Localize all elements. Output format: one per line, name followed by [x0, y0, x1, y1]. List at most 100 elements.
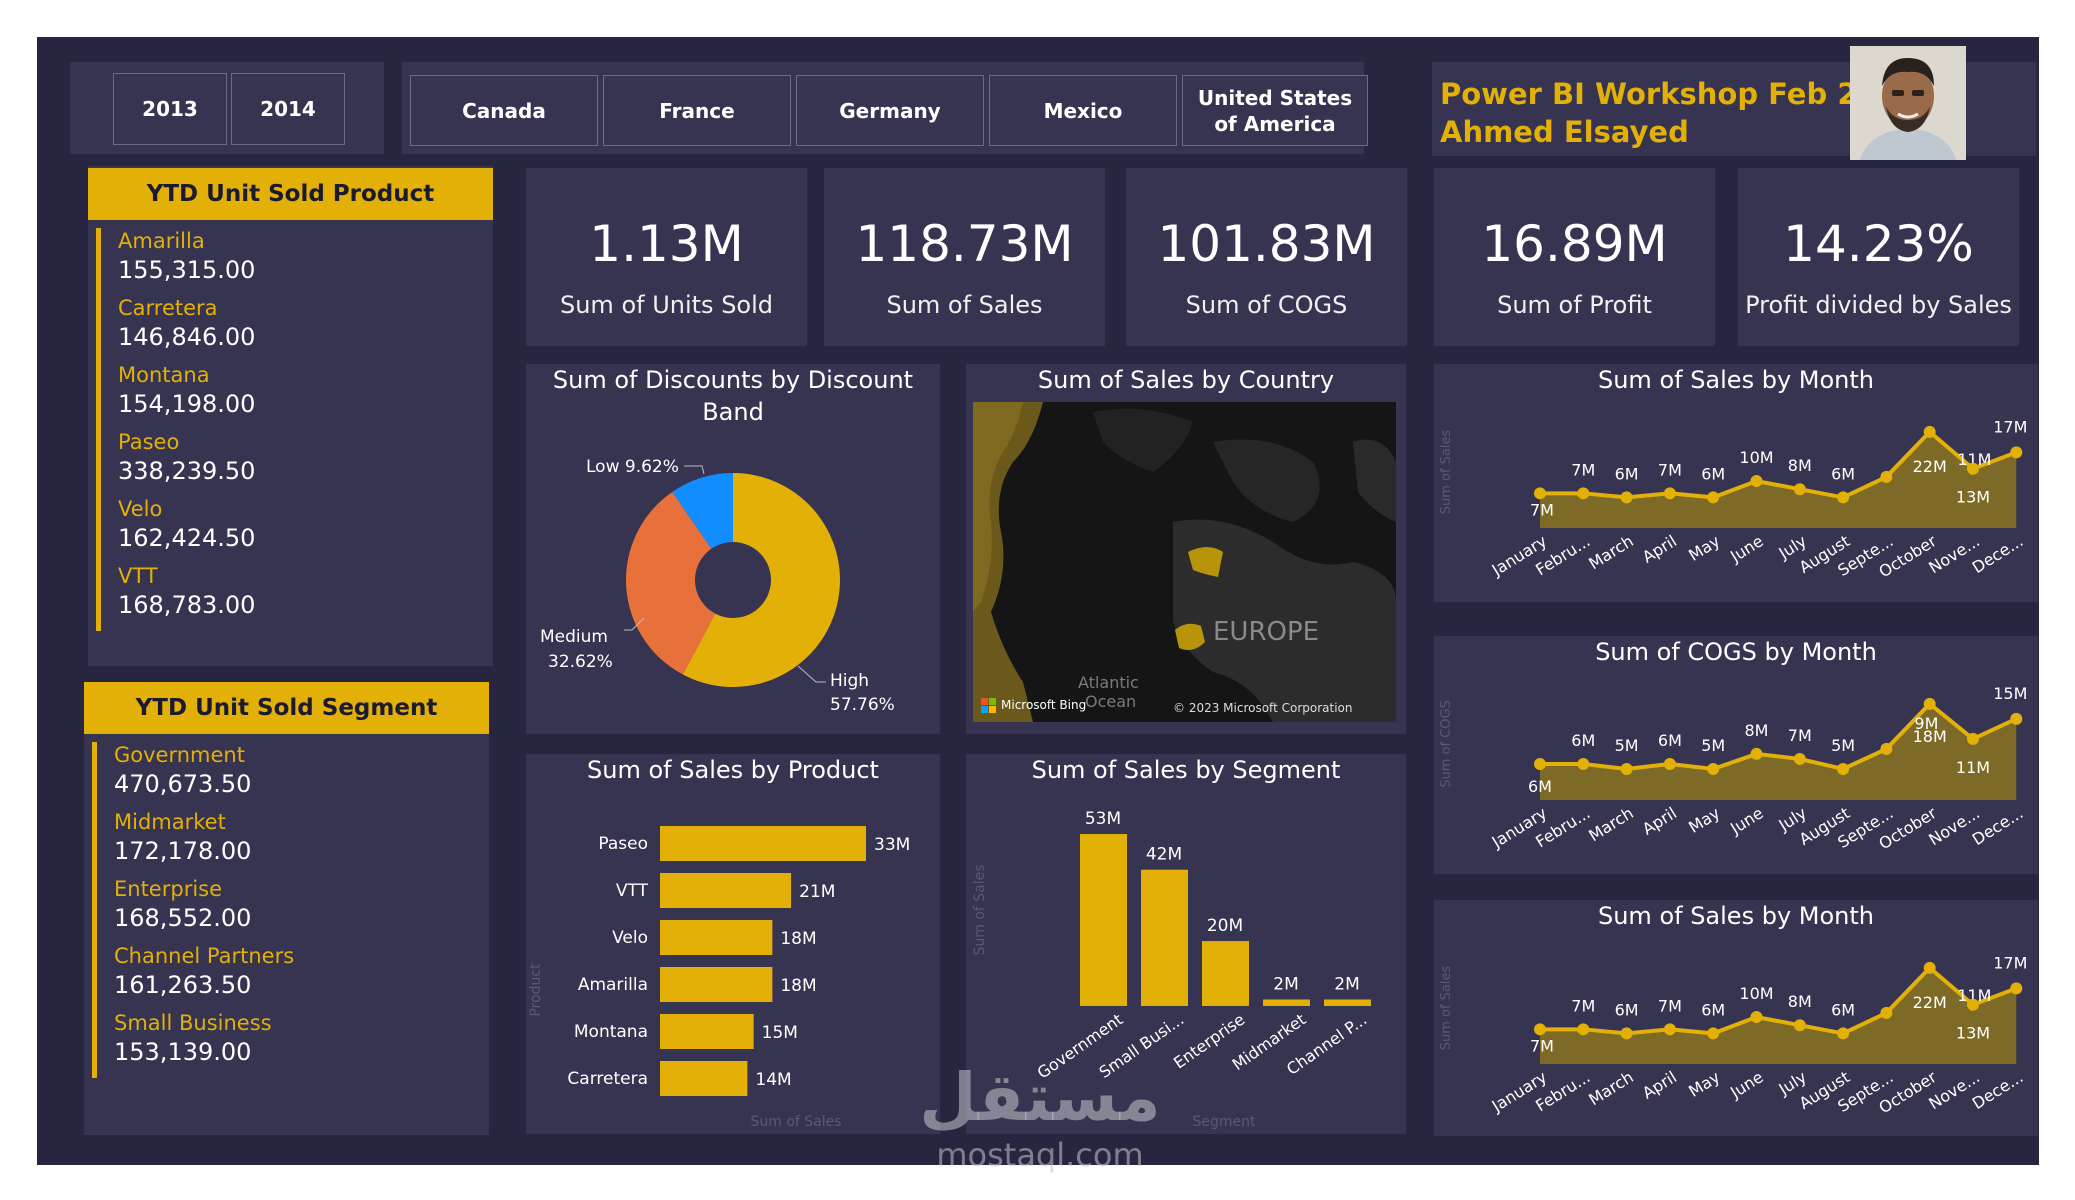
- month-point[interactable]: [1577, 1023, 1590, 1036]
- product-category-label: VTT: [616, 881, 649, 901]
- product-item-value: 168,783.00: [118, 591, 256, 619]
- month-point[interactable]: [2010, 982, 2023, 995]
- month-point[interactable]: [1663, 757, 1676, 770]
- month-point[interactable]: [1880, 742, 1893, 755]
- month-point[interactable]: [1707, 1027, 1720, 1040]
- segment-item-value: 161,263.50: [114, 971, 252, 999]
- month-data-label: 11M: [1957, 986, 1991, 1005]
- product-category-label: Paseo: [598, 834, 648, 854]
- month-point[interactable]: [1793, 752, 1806, 765]
- segment-bar[interactable]: [1263, 999, 1310, 1006]
- month-point[interactable]: [1577, 757, 1590, 770]
- month-point[interactable]: [1967, 732, 1979, 745]
- donut-slice-high[interactable]: [682, 473, 840, 687]
- month-point[interactable]: [1620, 762, 1633, 775]
- donut-value-high: 57.76%: [830, 695, 895, 715]
- month-category-label: June: [1726, 803, 1766, 838]
- month-point[interactable]: [1967, 462, 1979, 475]
- country-usa-button[interactable]: United States of America: [1182, 75, 1368, 146]
- month-point[interactable]: [1534, 487, 1546, 500]
- segment-bar[interactable]: [1080, 834, 1127, 1006]
- segment-item-name: Government: [114, 743, 245, 767]
- product-item-value: 338,239.50: [118, 457, 256, 485]
- month-point[interactable]: [1750, 1011, 1763, 1024]
- month-point[interactable]: [1923, 697, 1936, 710]
- kpi-profit-margin: 14.23% Profit divided by Sales: [1738, 168, 2019, 346]
- author-name: Ahmed Elsayed: [1440, 115, 1689, 149]
- product-list-title: YTD Unit Sold Product: [88, 168, 493, 220]
- month-data-label: 7M: [1530, 500, 1554, 519]
- kpi-value: 118.73M: [855, 215, 1074, 273]
- month-data-label: 6M: [1701, 464, 1725, 483]
- month-point[interactable]: [1880, 470, 1893, 483]
- month-point[interactable]: [1793, 483, 1806, 496]
- month-point[interactable]: [1880, 1006, 1893, 1019]
- month-point[interactable]: [1837, 762, 1850, 775]
- discount-donut-chart: High 57.76% Medium 32.62% Low 9.62%: [540, 457, 895, 715]
- label-leader-high: [797, 665, 826, 683]
- month-category-label: March: [1585, 1067, 1636, 1109]
- product-bar[interactable]: [660, 967, 773, 1002]
- product-item-value: 146,846.00: [118, 323, 256, 351]
- month-point[interactable]: [1620, 1027, 1633, 1040]
- month-data-label: 13M: [1956, 1024, 1990, 1043]
- month-data-label: 11M: [1957, 450, 1991, 469]
- product-bar[interactable]: [660, 1014, 754, 1049]
- segment-bar[interactable]: [1324, 999, 1371, 1006]
- product-data-label: 14M: [755, 1070, 791, 1090]
- product-item-value: 155,315.00: [118, 256, 256, 284]
- month-data-label: 5M: [1701, 736, 1725, 755]
- month-point[interactable]: [1837, 1027, 1850, 1040]
- country-mexico-button[interactable]: Mexico: [989, 75, 1177, 146]
- sales-by-month-chart-2: Sum of Sales 7MJanuary7MFebru...6MMarch7M…: [1439, 953, 2027, 1117]
- month-point[interactable]: [1663, 1023, 1676, 1036]
- month-point[interactable]: [1967, 998, 1979, 1011]
- month-point[interactable]: [2010, 712, 2023, 725]
- product-bar[interactable]: [660, 873, 792, 908]
- donut-slice-low[interactable]: [672, 473, 733, 549]
- month-category-label: April: [1639, 1067, 1680, 1102]
- segment-bar[interactable]: [1202, 941, 1249, 1006]
- month-point[interactable]: [1750, 747, 1763, 760]
- product-data-label: 15M: [762, 1023, 798, 1043]
- product-axis-title: Product: [528, 963, 544, 1017]
- month-point[interactable]: [1663, 487, 1676, 500]
- month-y-axis-title: Sum of Sales: [1439, 966, 1454, 1051]
- product-bar[interactable]: [660, 826, 866, 861]
- country-france-button[interactable]: France: [603, 75, 791, 146]
- month-data-label: 6M: [1831, 1000, 1855, 1019]
- month-point[interactable]: [1923, 425, 1936, 438]
- segment-y-axis-title: Sum of Sales: [972, 864, 988, 955]
- month-point[interactable]: [1750, 475, 1763, 488]
- product-bar[interactable]: [660, 1061, 748, 1096]
- month-category-label: June: [1726, 1067, 1766, 1102]
- segment-bar[interactable]: [1141, 869, 1188, 1006]
- sales-by-product-chart: Product Sum of Sales Paseo 33M VTT 21M Velo 18M…: [528, 826, 910, 1130]
- month-point[interactable]: [1707, 491, 1720, 504]
- month-point[interactable]: [1534, 1023, 1546, 1036]
- month-point[interactable]: [1620, 491, 1633, 504]
- month-point[interactable]: [1923, 961, 1936, 974]
- discount-chart-title: Sum of Discounts by Discount Band: [526, 364, 940, 428]
- country-canada-button[interactable]: Canada: [410, 75, 598, 146]
- month-data-label: 10M: [1739, 448, 1773, 467]
- month-point[interactable]: [1837, 491, 1850, 504]
- year-2014-button[interactable]: 2014: [231, 73, 345, 145]
- donut-slice-medium[interactable]: [626, 491, 716, 675]
- sales-map[interactable]: EUROPE Atlantic Ocean Microsoft Bing © 2…: [973, 402, 1396, 722]
- month-point[interactable]: [1577, 487, 1590, 500]
- month-point[interactable]: [1793, 1019, 1806, 1032]
- month-data-label: 8M: [1745, 721, 1769, 740]
- map-title: Sum of Sales by Country: [1037, 366, 1335, 394]
- month-point[interactable]: [2010, 446, 2023, 459]
- country-germany-button[interactable]: Germany: [796, 75, 984, 146]
- month-point[interactable]: [1534, 757, 1546, 770]
- month-line: [1540, 429, 2018, 500]
- sales-month-title-2: Sum of Sales by Month: [1597, 902, 1874, 930]
- segment-list-panel: [84, 682, 489, 1135]
- product-bar[interactable]: [660, 920, 773, 955]
- segment-chart-title: Sum of Sales by Segment: [1031, 756, 1341, 784]
- year-2013-button[interactable]: 2013: [113, 73, 227, 145]
- month-point[interactable]: [1707, 762, 1720, 775]
- month-category-label: May: [1685, 1067, 1723, 1101]
